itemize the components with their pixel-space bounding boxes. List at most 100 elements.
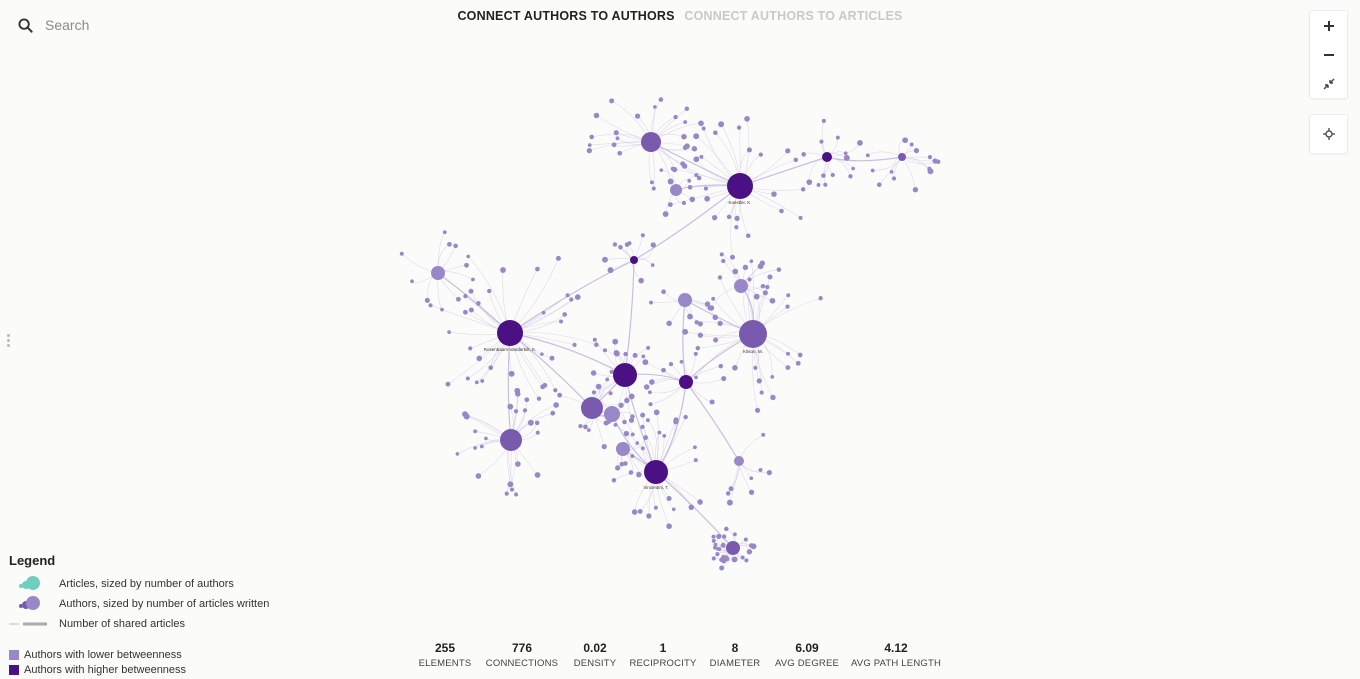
- author-node[interactable]: [484, 436, 488, 441]
- author-node[interactable]: [471, 277, 475, 282]
- author-node[interactable]: [586, 147, 592, 154]
- author-node[interactable]: [637, 509, 643, 514]
- author-node[interactable]: [634, 113, 641, 119]
- author-node[interactable]: [627, 241, 632, 246]
- author-node[interactable]: [793, 157, 799, 163]
- author-node[interactable]: [612, 242, 618, 247]
- author-node[interactable]: [755, 407, 761, 413]
- author-node[interactable]: [657, 430, 662, 435]
- author-node[interactable]: [583, 424, 588, 430]
- author-node[interactable]: [474, 380, 479, 385]
- author-node[interactable]: [818, 296, 823, 301]
- author-node[interactable]: [779, 208, 784, 214]
- author-node[interactable]: [630, 454, 635, 458]
- author-node[interactable]: [747, 277, 752, 282]
- author-node[interactable]: [732, 365, 738, 371]
- author-node[interactable]: [557, 392, 563, 398]
- author-node[interactable]: [717, 275, 723, 280]
- author-node[interactable]: [744, 558, 749, 563]
- author-node[interactable]: [671, 507, 676, 512]
- author-node[interactable]: [682, 328, 689, 335]
- author-node[interactable]: [453, 243, 458, 249]
- author-node[interactable]: [534, 420, 540, 426]
- author-node[interactable]: [559, 319, 564, 324]
- author-node[interactable]: [724, 526, 729, 532]
- author-node[interactable]: [611, 142, 617, 148]
- author-hub-node[interactable]: [500, 429, 522, 451]
- author-node[interactable]: [719, 252, 724, 257]
- author-node[interactable]: [770, 394, 776, 401]
- author-node[interactable]: [464, 262, 469, 268]
- author-node[interactable]: [819, 139, 824, 144]
- author-node[interactable]: [572, 342, 577, 347]
- author-node[interactable]: [623, 351, 628, 357]
- author-node[interactable]: [711, 214, 718, 221]
- search-input[interactable]: [43, 16, 267, 34]
- author-node[interactable]: [797, 352, 803, 358]
- author-node[interactable]: [553, 402, 559, 408]
- author-node[interactable]: [536, 396, 542, 401]
- author-node[interactable]: [704, 301, 711, 307]
- author-node[interactable]: [795, 360, 801, 366]
- author-node[interactable]: [500, 267, 506, 273]
- author-node[interactable]: [800, 187, 806, 192]
- author-node[interactable]: [687, 184, 693, 190]
- author-node[interactable]: [683, 414, 688, 420]
- author-node[interactable]: [679, 359, 684, 364]
- author-hub-node[interactable]: [604, 406, 620, 422]
- author-node[interactable]: [688, 504, 695, 511]
- author-node[interactable]: [447, 330, 451, 335]
- author-node[interactable]: [713, 337, 719, 343]
- author-node[interactable]: [769, 297, 776, 304]
- author-node[interactable]: [593, 112, 600, 119]
- tab-authors-to-authors[interactable]: CONNECT AUTHORS TO AUTHORS: [457, 9, 675, 23]
- author-node[interactable]: [749, 476, 754, 481]
- author-node[interactable]: [609, 369, 614, 374]
- author-node[interactable]: [653, 409, 660, 416]
- author-node[interactable]: [761, 432, 766, 437]
- author-node[interactable]: [821, 118, 826, 123]
- author-node[interactable]: [668, 361, 674, 367]
- author-node[interactable]: [640, 233, 645, 238]
- author-node[interactable]: [843, 151, 848, 156]
- author-node[interactable]: [711, 534, 716, 539]
- author-node[interactable]: [612, 338, 619, 345]
- author-node[interactable]: [608, 391, 613, 396]
- author-node[interactable]: [648, 390, 652, 395]
- author-hub-node[interactable]: [581, 397, 603, 419]
- author-node[interactable]: [748, 543, 754, 548]
- recenter-button[interactable]: [1310, 115, 1347, 153]
- author-node[interactable]: [745, 233, 751, 239]
- author-node[interactable]: [876, 182, 882, 188]
- author-node[interactable]: [440, 307, 444, 312]
- author-node[interactable]: [507, 481, 514, 488]
- author-node[interactable]: [640, 412, 646, 418]
- author-node[interactable]: [785, 304, 790, 309]
- author-node[interactable]: [488, 365, 494, 371]
- author-node[interactable]: [569, 297, 574, 302]
- author-node[interactable]: [801, 152, 806, 157]
- author-node[interactable]: [726, 499, 733, 506]
- author-node[interactable]: [902, 137, 909, 144]
- author-hub-node[interactable]: [670, 184, 682, 196]
- author-hub-node[interactable]: [822, 152, 832, 162]
- author-node[interactable]: [442, 230, 447, 235]
- author-node[interactable]: [456, 296, 461, 302]
- author-node[interactable]: [624, 397, 630, 404]
- author-node[interactable]: [632, 352, 638, 358]
- author-node[interactable]: [463, 293, 468, 299]
- author-node[interactable]: [681, 200, 687, 206]
- author-hub-node[interactable]: [613, 363, 637, 387]
- author-node[interactable]: [694, 375, 698, 380]
- author-node[interactable]: [746, 549, 753, 555]
- author-node[interactable]: [913, 148, 920, 154]
- author-node[interactable]: [756, 378, 762, 384]
- author-node[interactable]: [667, 202, 673, 208]
- zoom-out-button[interactable]: [1310, 40, 1347, 69]
- author-node[interactable]: [709, 399, 715, 405]
- author-node[interactable]: [740, 555, 745, 560]
- author-node[interactable]: [595, 383, 602, 390]
- author-node[interactable]: [648, 402, 653, 407]
- author-node[interactable]: [562, 312, 567, 317]
- author-node[interactable]: [613, 130, 619, 136]
